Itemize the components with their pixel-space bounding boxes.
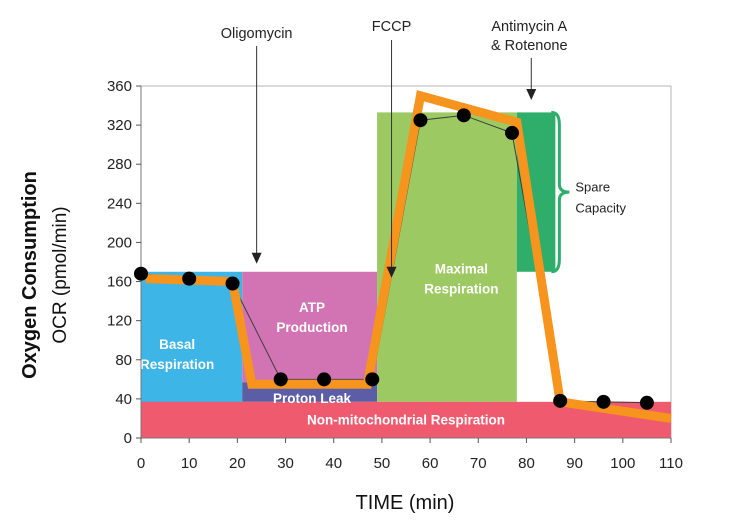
x-tick-label: 0	[137, 455, 145, 472]
ocr-data-point	[553, 393, 568, 408]
fccp-arrow-head	[386, 266, 397, 278]
x-tick-label: 50	[374, 455, 391, 472]
x-tick-label: 40	[325, 455, 342, 472]
ocr-data-point	[505, 125, 519, 140]
x-tick-label: 10	[181, 455, 198, 472]
x-axis-title: TIME (min)	[356, 492, 455, 514]
maximal-respiration-label-line2: Respiration	[424, 282, 498, 297]
antimycin-label-line2: & Rotenone	[491, 38, 568, 54]
antimycin-label-line1: Antimycin A	[491, 19, 567, 35]
axes-layer: 0 40 80 120 160 200 240 280 320 360 0 10 20 30 40 50 60 7…	[107, 78, 683, 472]
ocr-data-point	[365, 372, 380, 387]
y-tick-label: 200	[107, 234, 132, 251]
x-tick-label: 30	[277, 455, 294, 472]
series-layer	[134, 90, 672, 423]
y-tick-label: 360	[107, 78, 132, 95]
y-tick-label: 280	[107, 156, 132, 173]
y-tick-label: 320	[107, 117, 132, 134]
injections-layer: Oligomycin FCCP Antimycin A & Rotenone	[221, 19, 568, 278]
oligomycin-label: Oligomycin	[221, 26, 293, 42]
y-tick-label: 160	[107, 274, 132, 291]
ocr-data-point	[134, 266, 148, 281]
x-tick-label: 110	[659, 455, 683, 472]
ocr-data-point	[413, 113, 428, 128]
maximal-respiration-region	[377, 112, 517, 402]
ocr-data-point	[456, 108, 471, 123]
maximal-respiration-label-line1: Maximal	[435, 262, 488, 277]
y-tick-label: 80	[115, 352, 132, 369]
x-tick-label: 70	[470, 455, 487, 472]
ocr-data-point	[317, 372, 332, 387]
proton-leak-label-line1: Proton Leak	[273, 391, 352, 406]
y-tick-label: 120	[107, 313, 132, 330]
ocr-data-point	[596, 394, 611, 409]
fccp-label: FCCP	[372, 19, 411, 35]
x-tick-label: 90	[566, 455, 583, 472]
x-tick-label: 100	[610, 455, 635, 472]
idealized-ocr-trace	[145, 90, 672, 423]
spare-capacity-label-line1: Spare	[575, 180, 610, 195]
x-tick-label: 80	[518, 455, 535, 472]
spare-capacity-label-line2: Capacity	[575, 201, 626, 216]
y-tick-label: 0	[124, 430, 132, 447]
y-tick-label: 240	[107, 195, 132, 212]
x-tick-label: 20	[229, 455, 246, 472]
atp-production-region	[242, 271, 378, 383]
oligomycin-arrow-head	[251, 252, 262, 264]
y-axis-title-line1: Oxygen Consumption	[19, 171, 41, 379]
basal-respiration-label-line2: Respiration	[140, 357, 214, 372]
ocr-data-point	[225, 276, 240, 291]
y-tick-label: 40	[115, 391, 132, 408]
ocr-data-point	[182, 271, 197, 286]
atp-production-label-line2: Production	[276, 320, 347, 335]
x-tick-label: 60	[422, 455, 439, 472]
antimycin-arrow-head	[526, 89, 537, 100]
ocr-data-point	[639, 395, 654, 410]
y-axis-title-line2: OCR (pmol/min)	[50, 206, 71, 343]
non-mitochondrial-respiration-label-line1: Non-mitochondrial Respiration	[307, 412, 505, 427]
basal-respiration-label-line1: Basal	[159, 337, 195, 352]
ocr-data-point	[273, 372, 288, 387]
atp-production-label-line1: ATP	[299, 300, 325, 315]
